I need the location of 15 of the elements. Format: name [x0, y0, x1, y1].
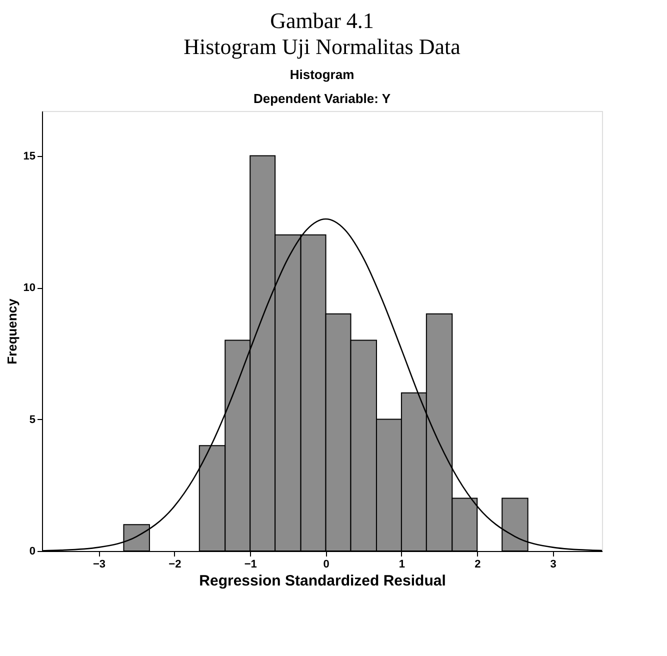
x-tick-label: 1 — [398, 558, 406, 570]
x-tick-label: −3 — [92, 558, 106, 570]
y-tick-label: 15 — [23, 150, 36, 162]
x-tick-label: −2 — [168, 558, 182, 570]
y-axis-title: Frequency — [4, 298, 20, 364]
x-axis-title: Regression Standardized Residual — [199, 572, 446, 590]
x-tick-label: −1 — [244, 558, 257, 570]
x-tick-label: 2 — [474, 558, 481, 570]
y-tick-label: 10 — [23, 282, 36, 294]
y-tick-label: 5 — [29, 414, 36, 426]
y-tick-label: 0 — [29, 546, 36, 558]
chart-subtitle: Histogram Dependent Variable: Y — [253, 67, 391, 106]
x-tick-label: 0 — [323, 558, 330, 570]
x-tick-label: 3 — [550, 558, 556, 570]
chart-title: Gambar 4.1 Histogram Uji Normalitas Data — [184, 8, 461, 59]
